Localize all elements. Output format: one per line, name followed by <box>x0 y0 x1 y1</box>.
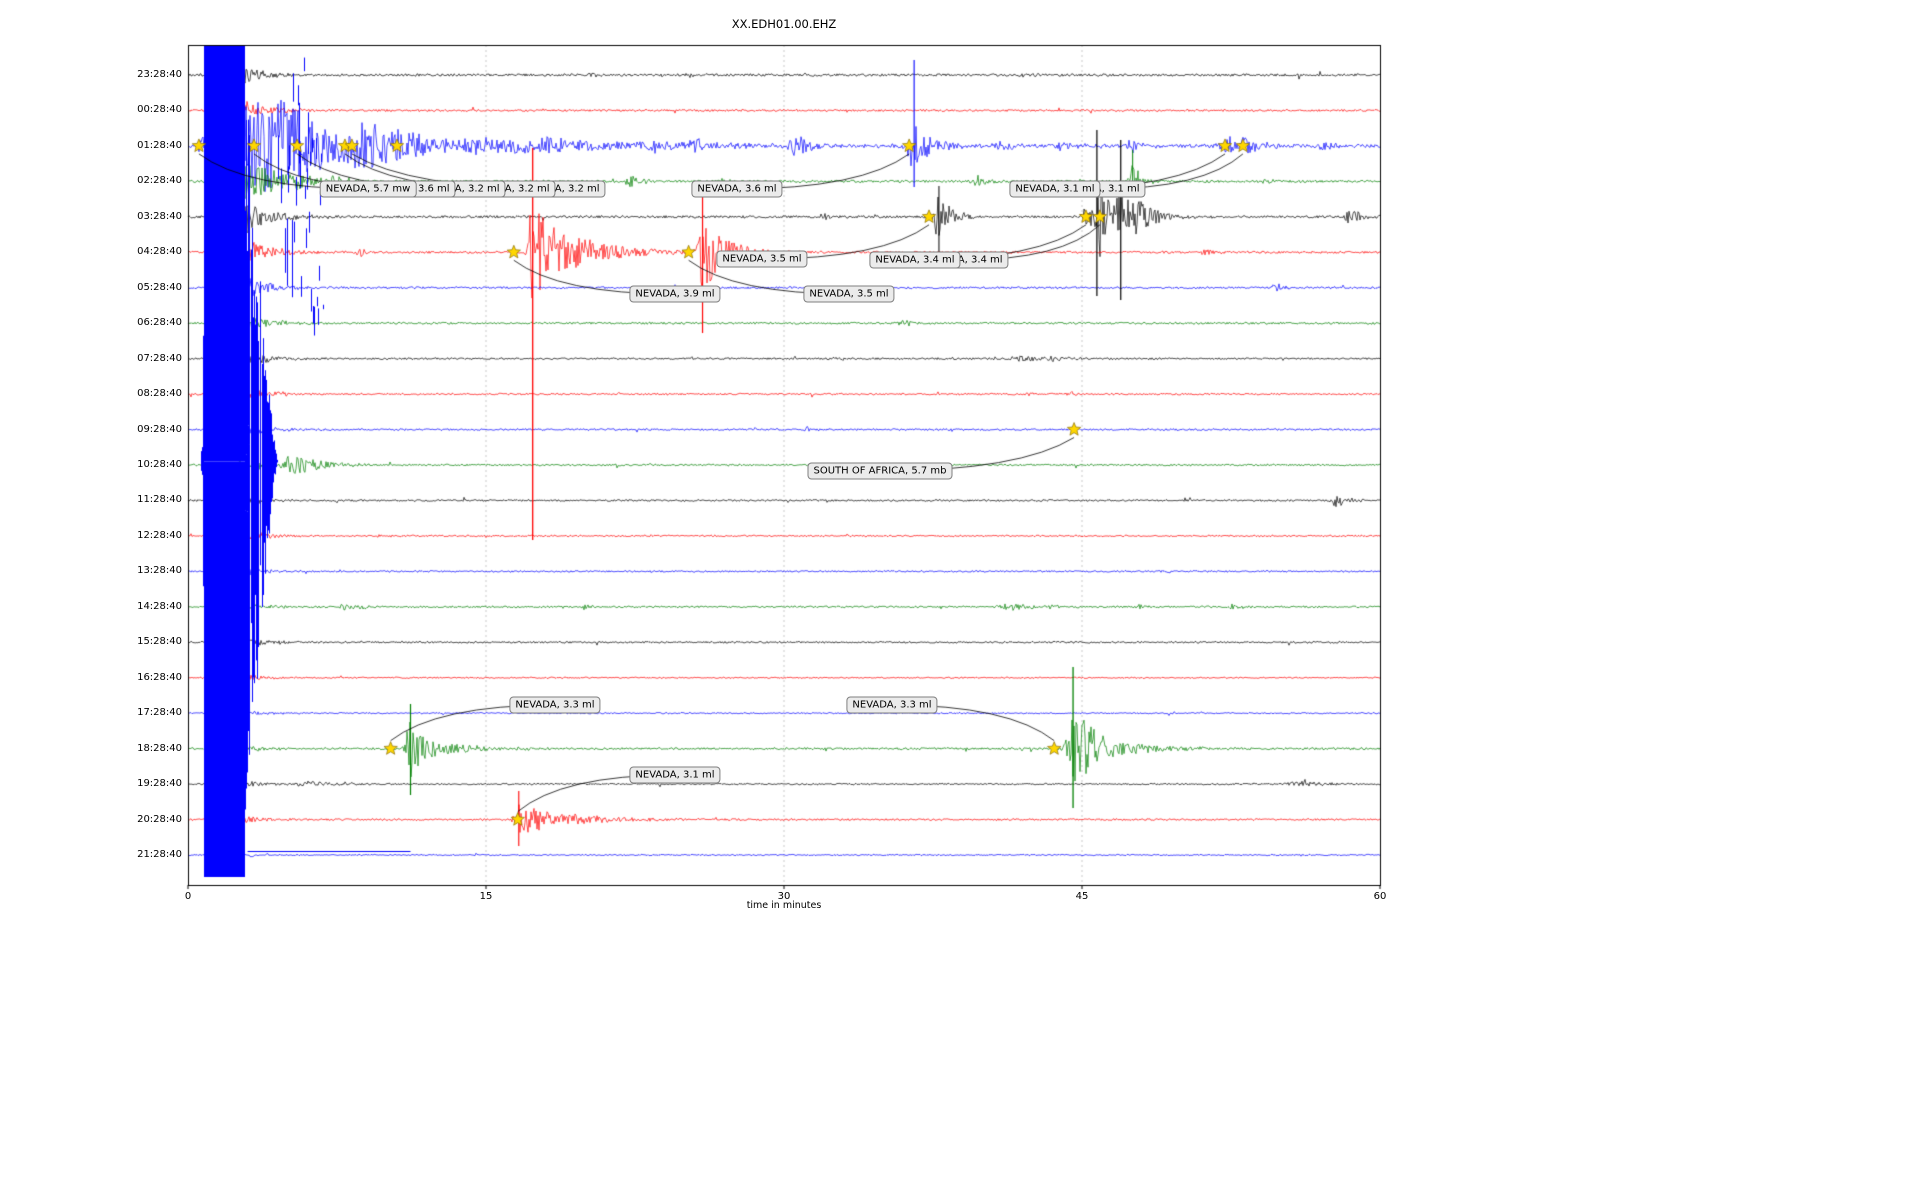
helicorder-canvas <box>0 0 1920 1200</box>
helicorder-figure: XX.EDH01.00.EHZ time in minutes 23:28:40… <box>0 0 1920 1200</box>
